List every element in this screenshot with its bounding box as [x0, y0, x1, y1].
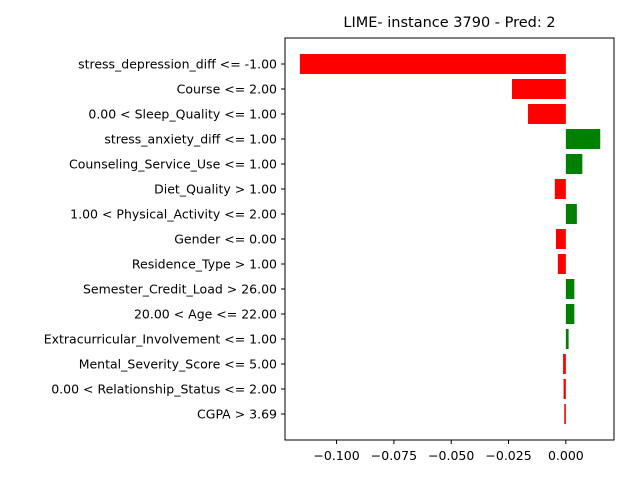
- y-tick-label: Mental_Severity_Score <= 5.00: [79, 357, 277, 372]
- y-tick-labels: stress_depression_diff <= -1.00 Course <=…: [44, 57, 285, 422]
- x-tick-label: −0.100: [313, 448, 359, 463]
- y-tick-label: 0.00 < Sleep_Quality <= 1.00: [88, 107, 277, 122]
- bar-4: [565, 154, 583, 174]
- x-ticks: −0.100 −0.075 −0.050 −0.025 0.000: [313, 440, 584, 463]
- y-tick-label: CGPA > 3.69: [197, 407, 277, 422]
- bar-1: [511, 79, 566, 99]
- bar-8: [557, 254, 566, 274]
- bar-12: [563, 354, 566, 374]
- bar-6: [565, 204, 577, 224]
- y-tick-label: stress_anxiety_diff <= 1.00: [104, 132, 277, 147]
- y-tick-label: Semester_Credit_Load > 26.00: [83, 282, 277, 297]
- x-tick-label: −0.075: [371, 448, 417, 463]
- y-tick-label: Gender <= 0.00: [174, 232, 277, 247]
- bars-group: [299, 54, 601, 424]
- y-tick-label: Diet_Quality > 1.00: [154, 182, 277, 197]
- y-tick-label: Extracurricular_Involvement <= 1.00: [44, 332, 277, 347]
- x-tick-label: 0.000: [548, 448, 584, 463]
- bar-13: [563, 379, 566, 399]
- y-tick-label: stress_depression_diff <= -1.00: [78, 57, 277, 72]
- bar-5: [554, 179, 566, 199]
- bar-10: [565, 304, 575, 324]
- y-tick-label: 20.00 < Age <= 22.00: [134, 307, 277, 322]
- bar-3: [565, 129, 601, 149]
- bar-11: [565, 329, 569, 349]
- y-tick-label: Course <= 2.00: [177, 82, 277, 97]
- x-tick-label: −0.025: [485, 448, 531, 463]
- bar-9: [565, 279, 575, 299]
- y-tick-label: Counseling_Service_Use <= 1.00: [69, 157, 277, 172]
- bar-14: [564, 404, 566, 424]
- y-tick-label: 0.00 < Relationship_Status <= 2.00: [51, 382, 277, 397]
- plot-frame: [284, 37, 615, 441]
- chart-title: LIME- instance 3790 - Pred: 2: [343, 15, 555, 31]
- y-tick-label: 1.00 < Physical_Activity <= 2.00: [70, 207, 277, 222]
- bar-0: [299, 54, 566, 74]
- bar-7: [555, 229, 566, 249]
- bar-2: [528, 104, 566, 124]
- y-tick-label: Residence_Type > 1.00: [132, 257, 277, 272]
- x-tick-label: −0.050: [428, 448, 474, 463]
